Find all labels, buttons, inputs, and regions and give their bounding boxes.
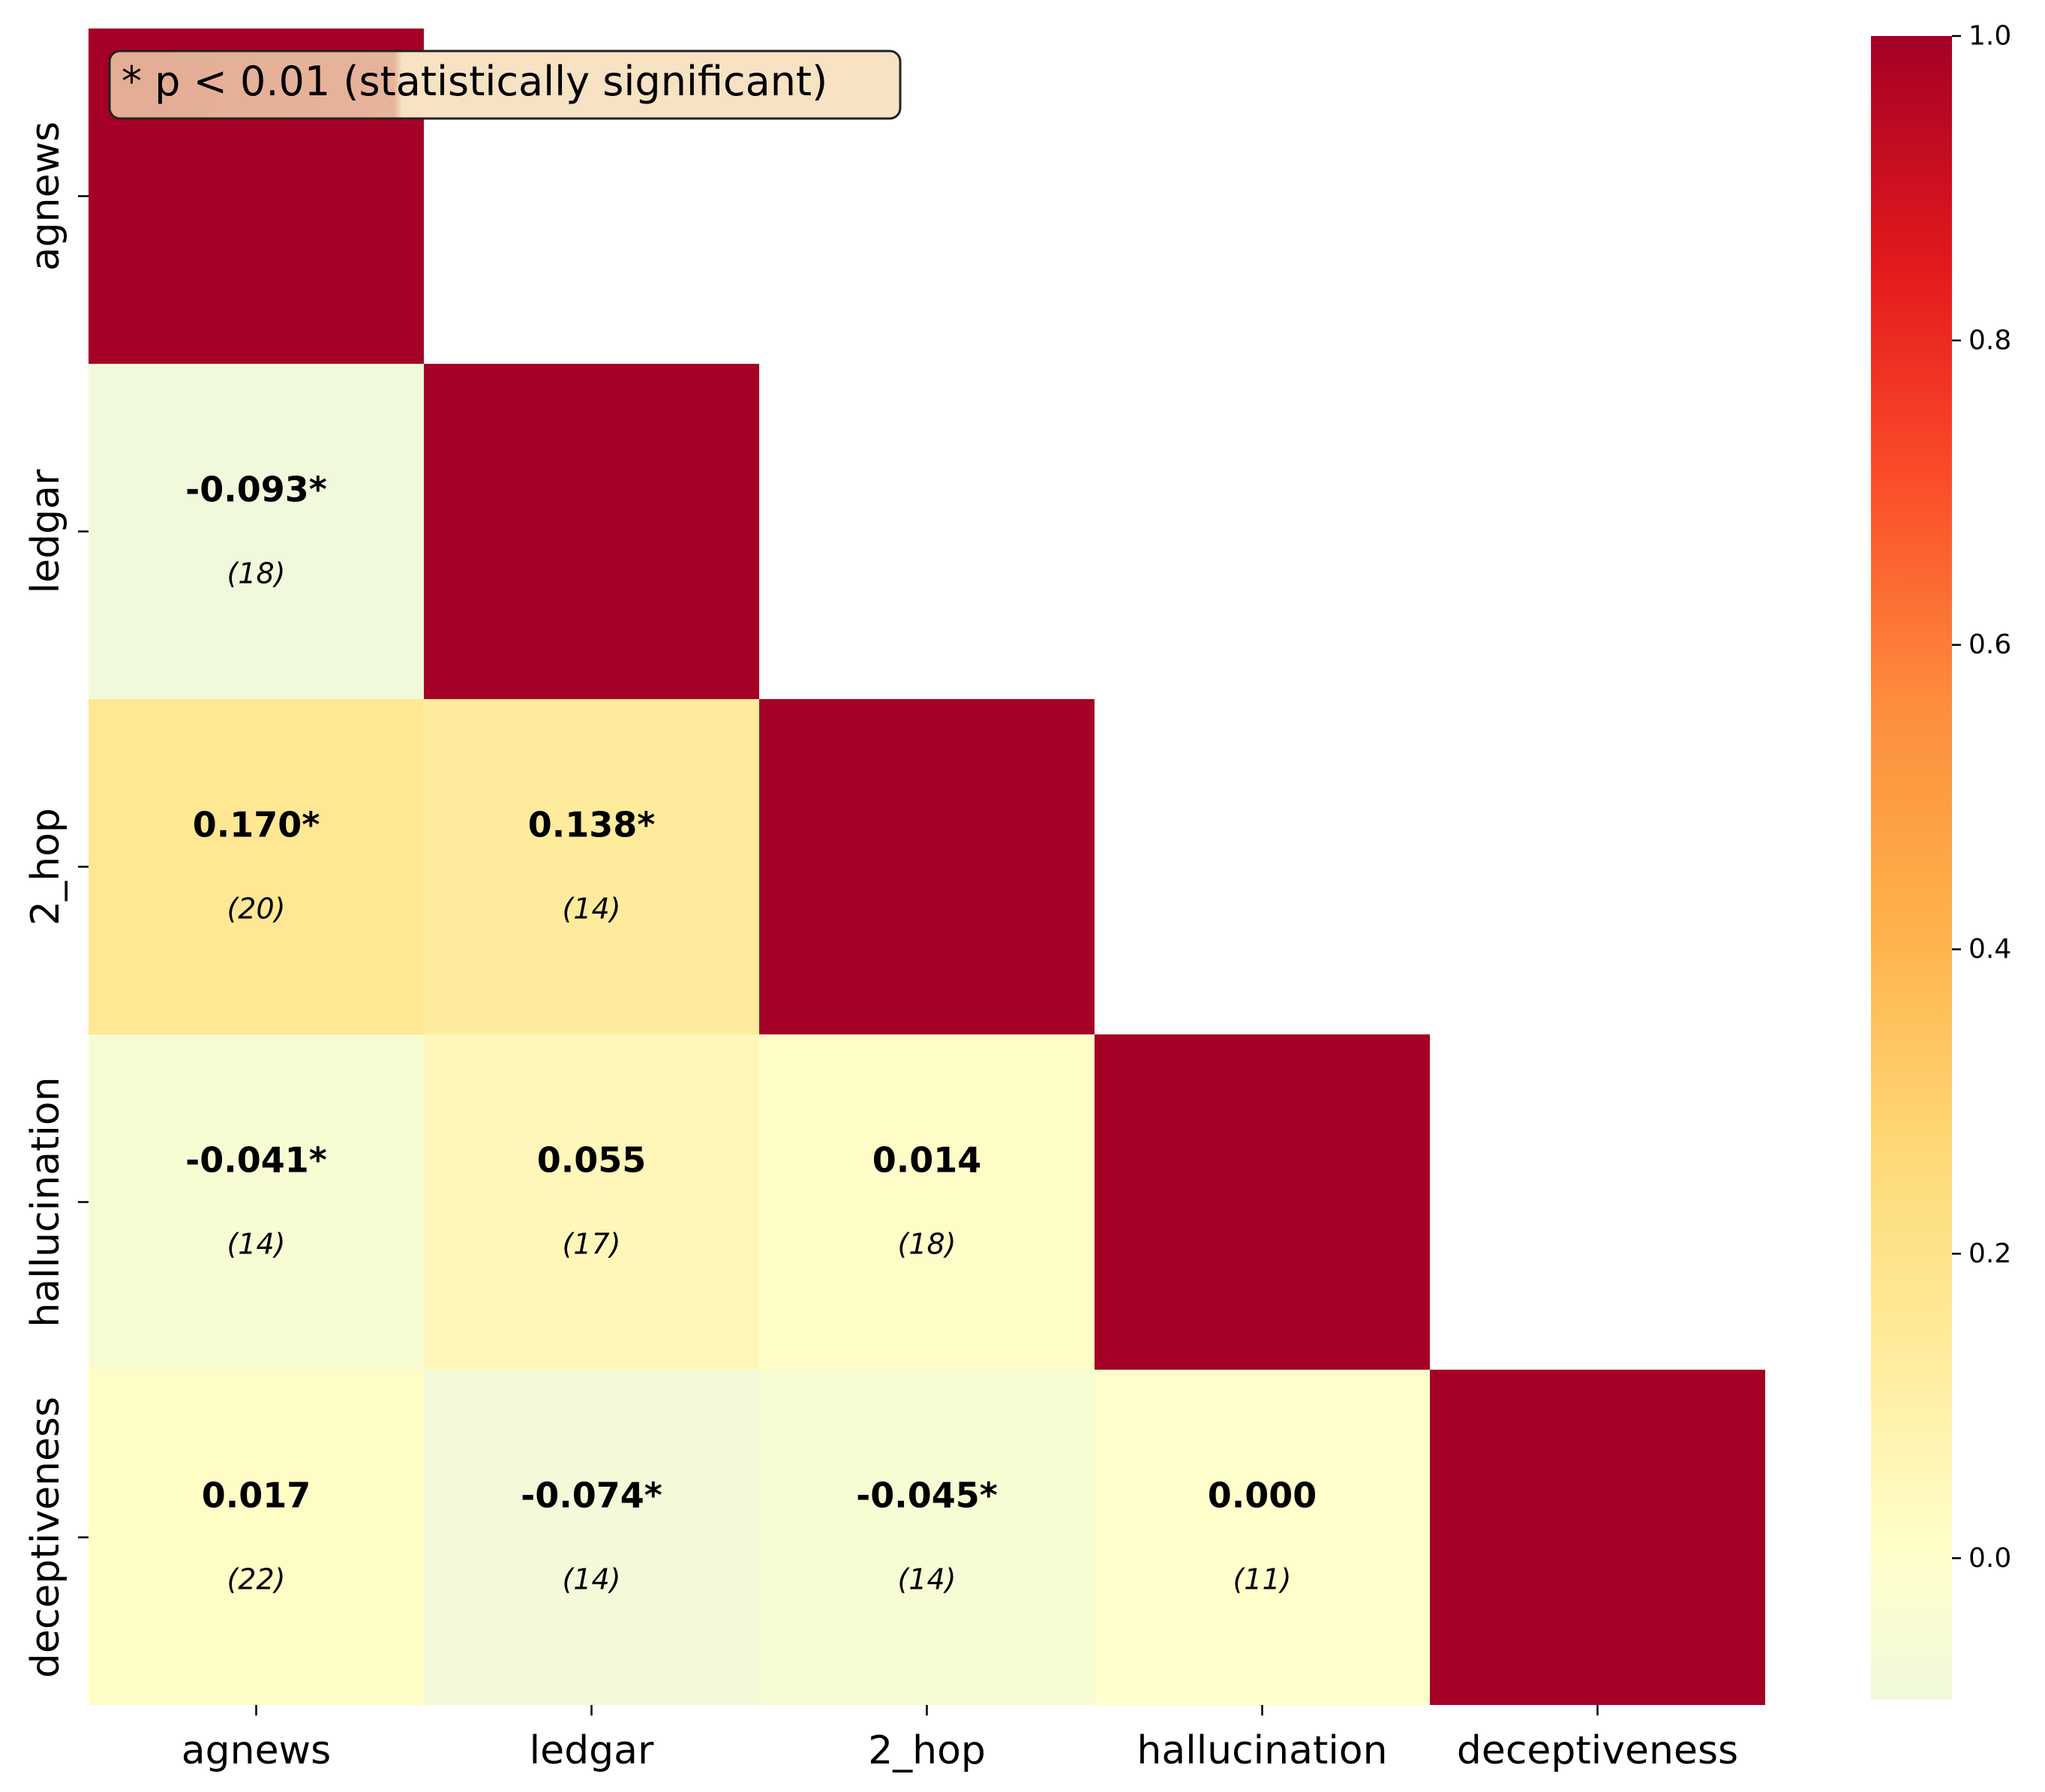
cell-count-label: (17) (562, 1228, 620, 1261)
cell-value-label: -0.045* (856, 1475, 998, 1516)
cell-count-label: (14) (897, 1563, 956, 1596)
x-tick-label: hallucination (1137, 1728, 1387, 1773)
y-tick-label: ledgar (23, 469, 68, 593)
heatmap-cell (1095, 1034, 1430, 1370)
colorbar-tick-label: 0.6 (1968, 629, 2011, 660)
heatmap-cell (1430, 1370, 1765, 1705)
cell-count-label: (18) (227, 557, 285, 590)
colorbar-ticks: 0.0 0.2 0.4 0.6 0.8 1.0 (1952, 21, 2011, 1574)
heatmap-cell (424, 364, 759, 699)
colorbar-tick-label: 0.4 (1968, 934, 2011, 965)
cell-value-label: 0.170* (193, 805, 320, 845)
cell-count-label: (20) (227, 893, 285, 926)
heatmap-cell (424, 1370, 759, 1705)
significance-note-box (108, 50, 902, 120)
colorbar-tick-label: 1.0 (1968, 21, 2011, 52)
heatmap-cell (89, 364, 424, 699)
heatmap-cell-labels: -0.093* (18) 0.170* (20) 0.138* (14) -0.041* (1… (185, 470, 1317, 1596)
heatmap-cell (424, 1034, 759, 1370)
heatmap-cell (89, 1034, 424, 1370)
cell-count-label: (11) (1233, 1563, 1291, 1596)
cell-value-label: 0.000 (1208, 1475, 1317, 1516)
colorbar-tick-label: 0.0 (1968, 1543, 2011, 1574)
cell-value-label: 0.017 (202, 1475, 311, 1516)
heatmap-cell (759, 699, 1095, 1034)
significance-note: * p < 0.01 (statistically significant) (108, 50, 902, 120)
heatmap-cell (759, 1034, 1095, 1370)
cell-count-label: (22) (227, 1563, 285, 1596)
y-tick-label: agnews (23, 122, 68, 271)
x-tick-label: deceptiveness (1457, 1728, 1738, 1773)
colorbar (1871, 36, 1952, 1700)
y-tick-label: deceptiveness (23, 1397, 68, 1678)
y-axis: agnews ledgar 2_hop hallucination deceptiven… (23, 122, 89, 1678)
x-tick-label: 2_hop (868, 1728, 986, 1773)
colorbar-tick-label: 0.2 (1968, 1238, 2011, 1269)
heatmap-cell (1095, 1370, 1430, 1705)
colorbar-gradient (1871, 36, 1952, 1700)
significance-note-text: * p < 0.01 (statistically significant) (122, 58, 827, 105)
heatmap-cell (89, 699, 424, 1034)
colorbar-tick-label: 0.8 (1968, 325, 2011, 356)
cell-count-label: (14) (562, 893, 620, 926)
x-tick-label: agnews (182, 1728, 331, 1773)
heatmap-cell (89, 1370, 424, 1705)
y-tick-label: 2_hop (23, 808, 68, 926)
x-axis: agnews ledgar 2_hop hallucination deceptiven… (182, 1705, 1738, 1773)
heatmap-cell (424, 699, 759, 1034)
x-tick-label: ledgar (530, 1728, 654, 1773)
cell-count-label: (18) (897, 1228, 956, 1261)
cell-value-label: 0.055 (537, 1140, 647, 1181)
cell-value-label: 0.014 (872, 1140, 982, 1181)
cell-value-label: -0.093* (185, 470, 327, 510)
cell-value-label: -0.041* (185, 1140, 327, 1181)
cell-count-label: (14) (227, 1228, 285, 1261)
y-tick-label: hallucination (23, 1076, 68, 1327)
cell-value-label: -0.074* (521, 1475, 662, 1516)
heatmap-cell (759, 1370, 1095, 1705)
heatmap-cells (89, 29, 1765, 1705)
cell-count-label: (14) (562, 1563, 620, 1596)
cell-value-label: 0.138* (528, 805, 656, 845)
